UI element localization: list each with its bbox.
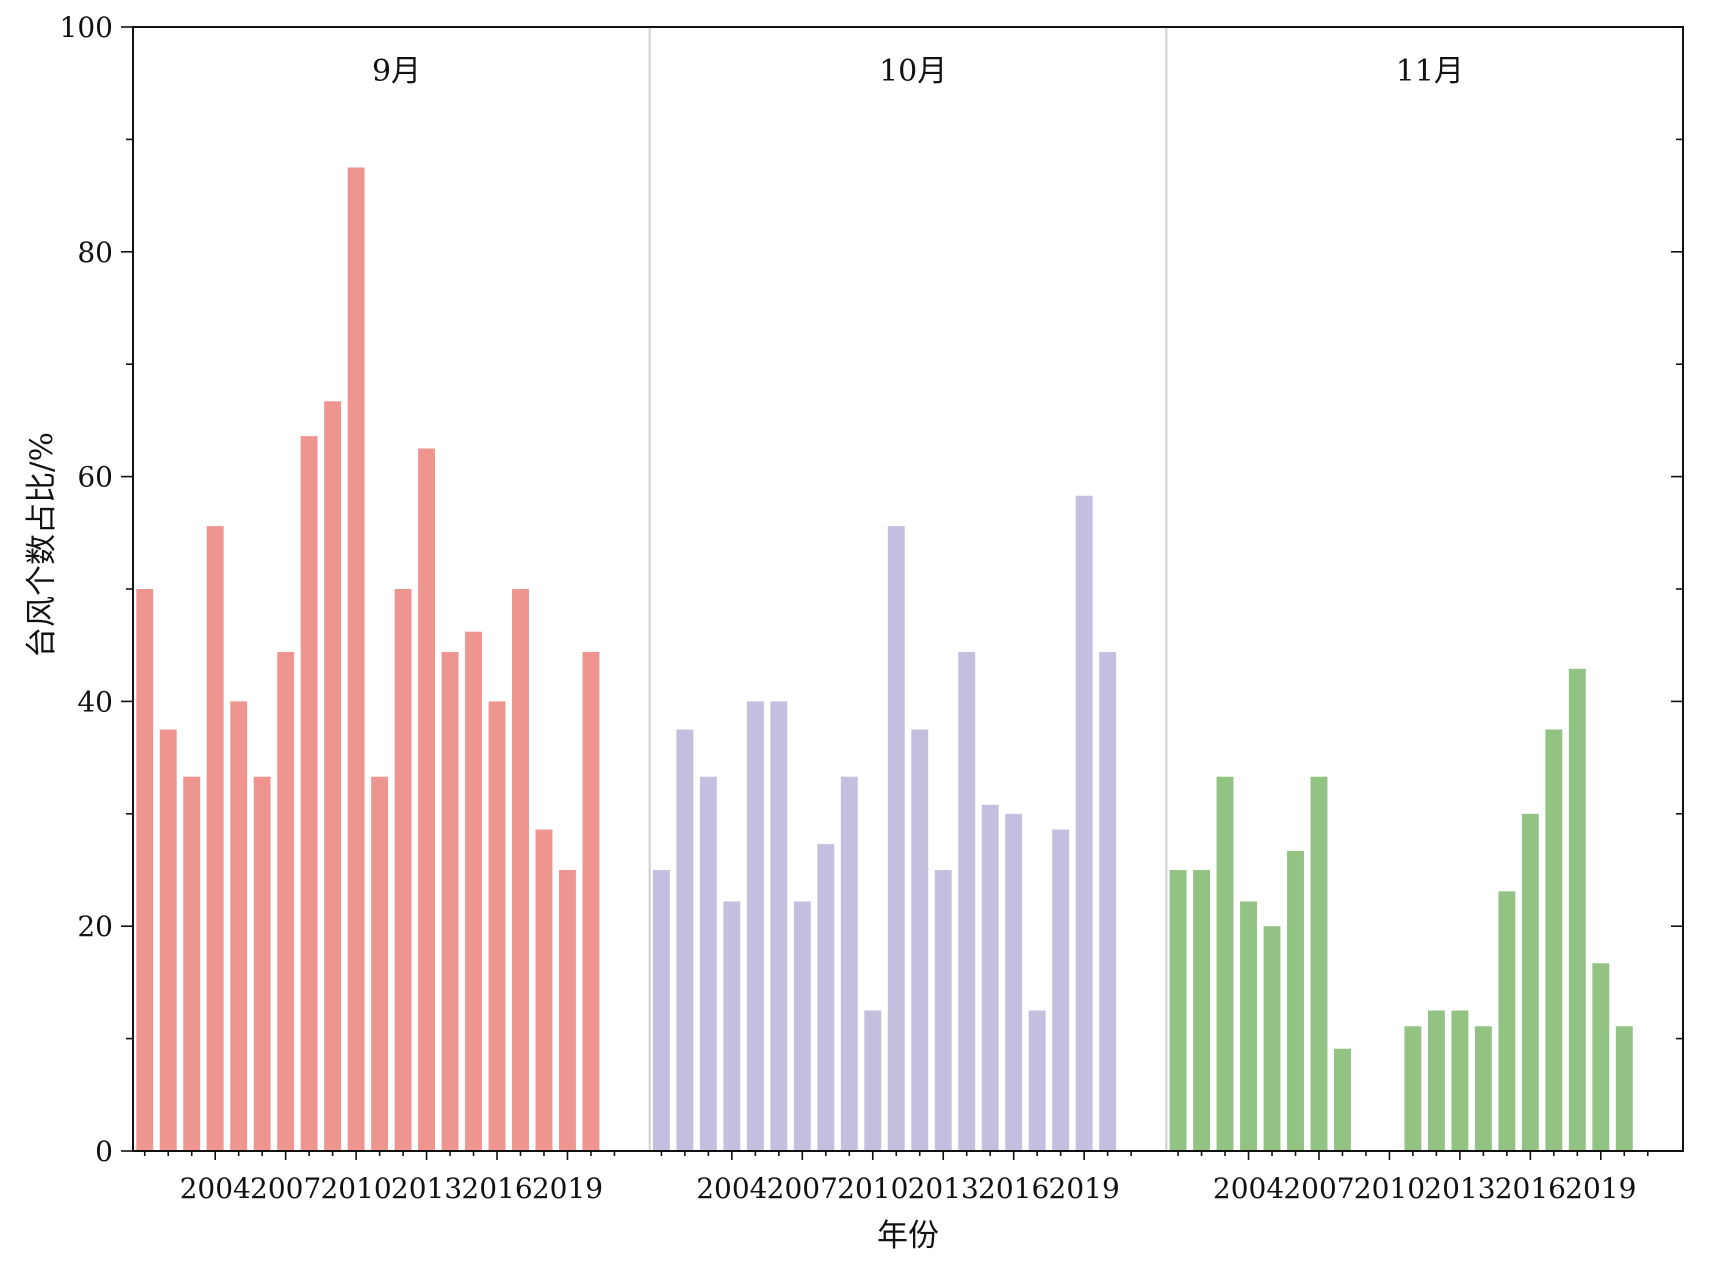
bar-2-2015: [981, 804, 999, 1151]
bar-3-2002: [1193, 870, 1211, 1151]
bar-3-2020: [1615, 1026, 1633, 1151]
x-tick-label-3-2013: 2013: [1424, 1172, 1495, 1205]
bar-1-2016: [488, 701, 506, 1151]
x-tick-label-1-2010: 2010: [320, 1172, 391, 1205]
x-tick-label-3-2010: 2010: [1354, 1172, 1425, 1205]
bar-3-2019: [1592, 963, 1610, 1151]
y-tick-label-100: 100: [60, 11, 113, 44]
bar-3-2003: [1216, 776, 1234, 1151]
bar-3-2012: [1427, 1010, 1445, 1151]
x-tick-label-2-2016: 2016: [978, 1172, 1049, 1205]
bar-1-2008: [300, 436, 318, 1151]
y-axis-title: 台风个数占比/%: [24, 432, 60, 658]
x-tick-label-3-2019: 2019: [1565, 1172, 1636, 1205]
y-tick-label-40: 40: [77, 685, 113, 718]
bar-3-2018: [1568, 668, 1586, 1151]
plot-frame: [132, 26, 1684, 1152]
bar-2-2008: [817, 844, 835, 1151]
panel-title-2: 10月: [879, 54, 947, 89]
bar-1-2002: [159, 729, 177, 1151]
bar-3-2006: [1287, 850, 1304, 1151]
bar-1-2007: [277, 651, 295, 1151]
y-tick-label-80: 80: [77, 236, 113, 269]
bar-3-2001: [1169, 870, 1187, 1151]
bar-3-2014: [1474, 1026, 1492, 1151]
bar-1-2006: [253, 776, 271, 1151]
bar-2-2016: [1005, 813, 1023, 1151]
x-tick-label-3-2016: 2016: [1495, 1172, 1566, 1205]
bar-2-2013: [934, 870, 952, 1151]
bar-1-2015: [465, 631, 482, 1151]
x-tick-label-1-2016: 2016: [461, 1172, 532, 1205]
bar-3-2008: [1334, 1048, 1351, 1151]
x-tick-label-1-2004: 2004: [180, 1172, 251, 1205]
bar-2-2020: [1099, 651, 1117, 1151]
y-tick-label-60: 60: [77, 461, 113, 494]
bar-1-2018: [535, 829, 553, 1151]
bar-1-2017: [512, 589, 529, 1151]
bar-2-2004: [723, 901, 741, 1151]
bar-2-2014: [958, 651, 976, 1151]
bar-2-2001: [652, 870, 670, 1151]
bar-2-2019: [1075, 495, 1093, 1152]
bar-3-2016: [1521, 813, 1539, 1151]
bar-3-2013: [1451, 1010, 1469, 1151]
bar-1-2010: [347, 167, 365, 1151]
bar-3-2015: [1498, 891, 1516, 1151]
bar-1-2020: [582, 651, 600, 1151]
x-tick-label-1-2007: 2007: [250, 1172, 321, 1205]
bar-2-2009: [840, 776, 858, 1151]
x-tick-label-1-2013: 2013: [391, 1172, 462, 1205]
bar-2-2006: [770, 701, 788, 1151]
x-tick-label-3-2007: 2007: [1283, 1172, 1354, 1205]
bar-1-2004: [206, 526, 224, 1151]
bar-2-2017: [1028, 1010, 1046, 1151]
bar-2-2011: [887, 526, 905, 1151]
x-tick-label-3-2004: 2004: [1213, 1172, 1284, 1205]
bar-3-2017: [1545, 729, 1563, 1151]
bar-1-2012: [394, 589, 412, 1151]
bar-2-2002: [676, 729, 694, 1151]
bar-2-2018: [1052, 829, 1070, 1151]
bar-1-2003: [183, 776, 201, 1151]
bar-2-2003: [699, 776, 717, 1151]
bar-3-2007: [1310, 776, 1328, 1151]
x-tick-label-1-2019: 2019: [532, 1172, 603, 1205]
bar-2-2005: [746, 701, 764, 1151]
x-tick-label-2-2007: 2007: [767, 1172, 838, 1205]
bar-3-2005: [1263, 926, 1281, 1151]
x-tick-label-2-2019: 2019: [1049, 1172, 1120, 1205]
x-tick-label-2-2013: 2013: [908, 1172, 979, 1205]
bar-1-2009: [324, 401, 342, 1151]
bar-2-2007: [793, 901, 811, 1151]
bar-1-2019: [559, 870, 576, 1151]
panel-title-1: 9月: [372, 54, 421, 89]
bar-3-2004: [1240, 901, 1257, 1151]
bar-1-2014: [441, 651, 459, 1151]
bar-2-2010: [864, 1010, 882, 1151]
y-tick-label-20: 20: [77, 910, 113, 943]
x-tick-label-2-2004: 2004: [696, 1172, 767, 1205]
bar-1-2005: [230, 701, 248, 1151]
bar-2-2012: [911, 729, 929, 1151]
x-axis-title: 年份: [877, 1218, 939, 1254]
bar-1-2013: [418, 448, 436, 1151]
y-tick-label-0: 0: [95, 1135, 113, 1168]
bar-3-2011: [1404, 1026, 1422, 1151]
bar-1-2011: [371, 776, 389, 1151]
panel-title-3: 11月: [1396, 54, 1464, 89]
x-tick-label-2-2010: 2010: [837, 1172, 908, 1205]
bar-1-2001: [136, 589, 154, 1151]
